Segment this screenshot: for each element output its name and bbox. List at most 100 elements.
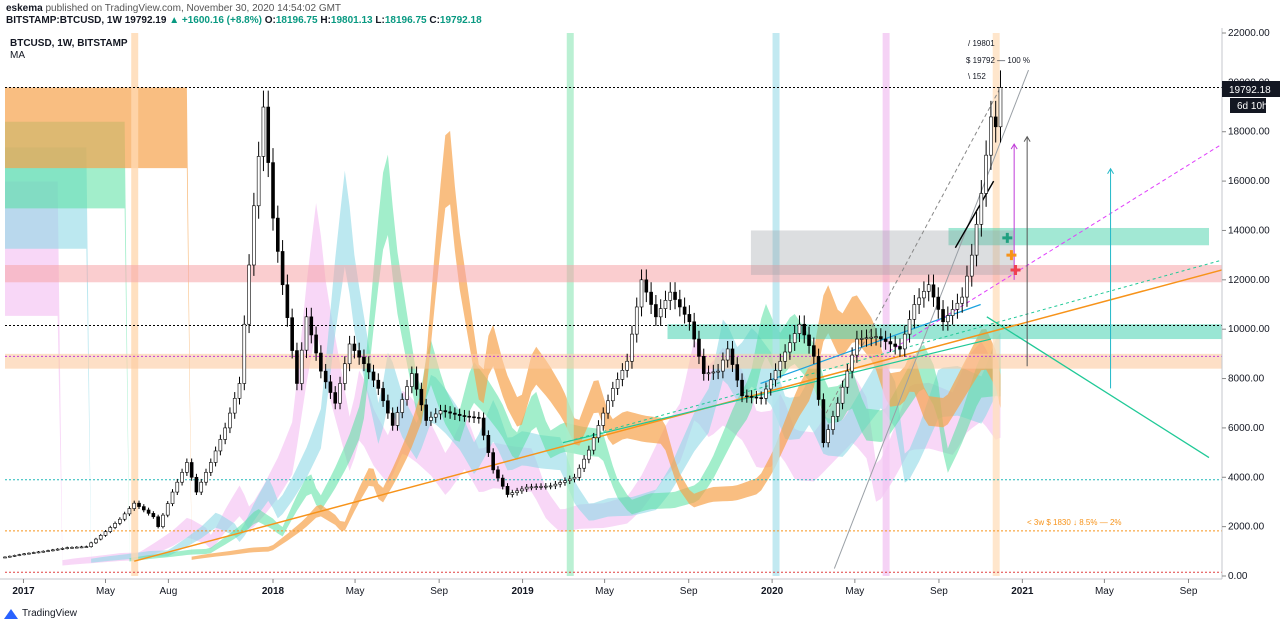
y-tick-label: 12000.00 bbox=[1228, 275, 1270, 286]
candle-body bbox=[94, 538, 98, 544]
candle-body bbox=[965, 275, 969, 298]
x-tick-label: Sep bbox=[430, 586, 448, 597]
candle-body bbox=[323, 370, 328, 383]
candle-body bbox=[290, 317, 294, 351]
candle-body bbox=[979, 193, 984, 225]
candle-body bbox=[108, 527, 113, 532]
candle-body bbox=[993, 116, 998, 128]
y-tick-label: 16000.00 bbox=[1228, 176, 1270, 187]
candle-body bbox=[587, 449, 591, 460]
annotation-high: / 19801 bbox=[968, 39, 995, 48]
trendline bbox=[833, 69, 1029, 569]
candle-body bbox=[161, 514, 165, 527]
candle-body bbox=[960, 296, 964, 304]
candle-body bbox=[46, 550, 50, 552]
arrow-head bbox=[1023, 135, 1031, 142]
candle-body bbox=[261, 106, 266, 157]
candle-body bbox=[706, 372, 711, 375]
candle-body bbox=[735, 364, 740, 381]
candle-body bbox=[893, 343, 897, 347]
candle-body bbox=[137, 502, 141, 507]
candle-body bbox=[376, 379, 381, 389]
candle-body bbox=[41, 550, 46, 553]
y-tick-label: 14000.00 bbox=[1228, 225, 1270, 236]
candle-body bbox=[615, 379, 620, 389]
candle-body bbox=[443, 410, 448, 413]
footer: TradingView bbox=[4, 608, 77, 619]
candle-body bbox=[840, 386, 845, 404]
high-value: 19801.13 bbox=[330, 15, 373, 26]
candle-body bbox=[89, 542, 93, 547]
y-tick-label: 18000.00 bbox=[1228, 127, 1270, 138]
candle-body bbox=[831, 416, 835, 430]
candle-body bbox=[874, 336, 878, 338]
candle-body bbox=[189, 462, 194, 478]
candle-body bbox=[678, 299, 682, 308]
candle-body bbox=[955, 302, 960, 310]
candle-body bbox=[467, 415, 472, 418]
countdown-badge-bg bbox=[1230, 98, 1266, 113]
candle-body bbox=[36, 551, 41, 554]
candle-body bbox=[563, 480, 567, 483]
vertical-band bbox=[992, 33, 1000, 576]
candlesticks bbox=[3, 70, 1003, 559]
candle-body bbox=[27, 552, 31, 555]
candle-body bbox=[17, 554, 22, 556]
candle-body bbox=[357, 350, 361, 358]
candle-body bbox=[883, 338, 888, 342]
candle-body bbox=[931, 284, 936, 298]
low-value: 18196.75 bbox=[384, 15, 427, 26]
arrow-head bbox=[1010, 143, 1018, 150]
candle-body bbox=[639, 279, 644, 308]
candle-body bbox=[711, 371, 716, 374]
candle-body bbox=[65, 547, 70, 549]
candle-body bbox=[208, 462, 213, 473]
candle-body bbox=[778, 360, 783, 371]
x-tick-label: May bbox=[96, 586, 115, 597]
candle-body bbox=[433, 413, 438, 418]
candle-body bbox=[692, 321, 696, 340]
candle-body bbox=[381, 388, 385, 402]
plus-marker bbox=[1002, 232, 1013, 243]
candle-body bbox=[31, 552, 36, 554]
legend-title: BTCUSD, 1W, BITSTAMP bbox=[10, 38, 128, 49]
candle-body bbox=[682, 306, 687, 315]
price-chart[interactable]: 0.00 2000.00 4000.00 6000.00 8000.00 10000.00… bbox=[0, 28, 1280, 606]
candle-body bbox=[673, 291, 677, 300]
candle-body bbox=[170, 491, 175, 504]
candle-body bbox=[649, 291, 653, 305]
plus-marker bbox=[1010, 264, 1021, 275]
vertical-highlight-bands bbox=[131, 33, 1000, 576]
candle-body bbox=[462, 415, 467, 417]
candle-body bbox=[491, 452, 495, 471]
horizontal-price-lines bbox=[5, 86, 1222, 573]
candle-body bbox=[199, 481, 204, 493]
candle-body bbox=[773, 370, 778, 381]
ohlc-line: BITSTAMP:BTCUSD, 1W 19792.19 ▲ +1600.16 … bbox=[6, 15, 482, 26]
candle-body bbox=[821, 399, 826, 444]
candle-body bbox=[223, 427, 227, 440]
candle-body bbox=[180, 472, 184, 483]
x-tick-label: 2021 bbox=[1011, 586, 1034, 597]
last-price: 19792.19 bbox=[124, 15, 167, 26]
candle-body bbox=[132, 502, 137, 509]
candle-body bbox=[697, 338, 701, 357]
legend-indicator: MA bbox=[10, 50, 25, 61]
candle-body bbox=[390, 412, 395, 426]
symbol-line: BITSTAMP:BTCUSD, 1W bbox=[6, 15, 122, 26]
candle-body bbox=[438, 410, 443, 415]
candle-body bbox=[946, 315, 950, 323]
arrow-head bbox=[1107, 167, 1114, 175]
candle-body bbox=[625, 360, 629, 371]
candle-body bbox=[275, 217, 280, 252]
x-tick-label: Sep bbox=[930, 586, 948, 597]
candle-body bbox=[922, 291, 926, 299]
x-tick-label: 2018 bbox=[262, 586, 285, 597]
up-arrow-icon: ▲ bbox=[169, 15, 180, 26]
candle-body bbox=[151, 513, 156, 518]
candle-body bbox=[749, 396, 754, 398]
candle-body bbox=[477, 417, 481, 419]
candle-body bbox=[194, 476, 199, 493]
candle-body bbox=[319, 352, 323, 372]
candle-body bbox=[567, 478, 572, 482]
